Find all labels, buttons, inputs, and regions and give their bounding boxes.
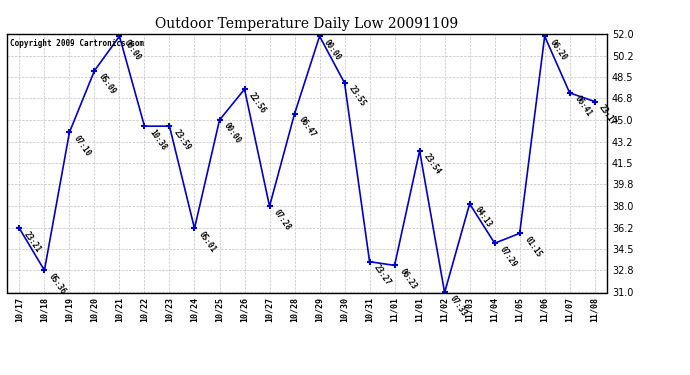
Text: 07:33: 07:33 xyxy=(447,294,468,318)
Title: Outdoor Temperature Daily Low 20091109: Outdoor Temperature Daily Low 20091109 xyxy=(155,17,459,31)
Text: 23:27: 23:27 xyxy=(373,263,393,287)
Text: 00:00: 00:00 xyxy=(222,122,243,146)
Text: 05:09: 05:09 xyxy=(97,72,118,96)
Text: Copyright 2009 Cartronics.com: Copyright 2009 Cartronics.com xyxy=(10,39,144,48)
Text: 07:29: 07:29 xyxy=(497,244,518,269)
Text: 23:55: 23:55 xyxy=(347,84,368,108)
Text: 00:00: 00:00 xyxy=(122,38,143,62)
Text: 23:54: 23:54 xyxy=(422,152,443,176)
Text: 05:01: 05:01 xyxy=(197,230,218,254)
Text: 10:38: 10:38 xyxy=(147,128,168,152)
Text: 23:21: 23:21 xyxy=(22,230,43,254)
Text: 07:10: 07:10 xyxy=(72,134,93,158)
Text: 04:13: 04:13 xyxy=(473,205,493,229)
Text: 23:59: 23:59 xyxy=(172,128,193,152)
Text: 07:28: 07:28 xyxy=(273,208,293,232)
Text: 01:15: 01:15 xyxy=(522,235,543,259)
Text: 06:23: 06:23 xyxy=(397,267,418,291)
Text: 00:00: 00:00 xyxy=(322,38,343,62)
Text: 06:47: 06:47 xyxy=(297,115,318,140)
Text: 22:56: 22:56 xyxy=(247,91,268,115)
Text: 05:36: 05:36 xyxy=(47,272,68,296)
Text: 06:41: 06:41 xyxy=(573,94,593,118)
Text: 06:20: 06:20 xyxy=(547,38,568,62)
Text: 23:17: 23:17 xyxy=(598,103,618,127)
